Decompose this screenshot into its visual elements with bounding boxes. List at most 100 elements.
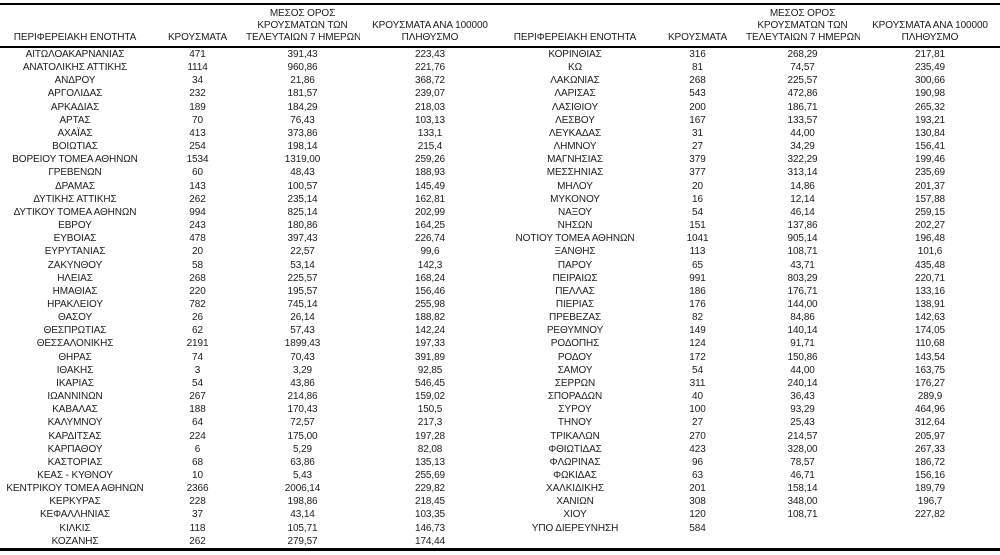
left-region-cell: ΘΕΣΣΑΛΟΝΙΚΗΣ — [36, 338, 114, 350]
left-cases-cell: 68 — [192, 456, 203, 468]
right-per100k-cell — [860, 522, 1000, 535]
right-per100k-cell: 201,37 — [915, 180, 945, 192]
left-per100k-cell: 229,82 — [415, 483, 445, 495]
header-line: ΚΡΟΥΣΜΑΤΩΝ ΤΩΝ — [757, 20, 848, 31]
right-avg7-cell: 133,57 — [787, 114, 818, 126]
right-region-cell: ΠΑΡΟΥ — [557, 259, 593, 271]
left-cases-cell: 20 — [192, 246, 203, 258]
right-region-cell: ΠΕΛΛΑΣ — [555, 285, 595, 297]
left-per100k-cell: 391,89 — [415, 351, 445, 363]
left-per100k-cell: 156,46 — [415, 285, 445, 297]
right-avg7-cell: 803,29 — [787, 272, 818, 284]
table-row: ΙΚΑΡΙΑΣ 54 43,86 546,45 ΣΕΡΡΩΝ 311 240,14 176,2… — [0, 377, 1000, 390]
right-per100k-cell: 176,27 — [915, 377, 945, 389]
right-per100k-cell: 199,46 — [915, 154, 945, 166]
right-region-cell: ΣΥΡΟΥ — [558, 404, 592, 416]
left-avg7-cell: 72,57 — [290, 417, 315, 429]
left-per100k-cell: 255,98 — [415, 298, 445, 310]
left-per100k-cell: 368,72 — [415, 75, 445, 87]
left-cases-cell: 220 — [189, 285, 206, 297]
left-avg7-cell: 214,86 — [287, 391, 318, 403]
right-cases-cell: 1041 — [686, 233, 709, 245]
right-cases-cell: 149 — [689, 325, 706, 337]
header-line: ΚΡΟΥΣΜΑΤΩΝ ΤΩΝ — [257, 20, 348, 31]
right-cases-cell: 167 — [689, 114, 706, 126]
table-row: ΕΥΒΟΙΑΣ 478 397,43 226,74 ΝΟΤΙΟΥ ΤΟΜΕΑ ΑΘΗΝΩ… — [0, 232, 1000, 245]
table-row: ΚΕΡΚΥΡΑΣ 228 198,86 218,45 ΧΑΝΙΩΝ 308 348,00 19… — [0, 495, 1000, 508]
left-region-cell: ΕΥΒΟΙΑΣ — [53, 233, 97, 245]
right-per100k-cell: 289,9 — [917, 391, 943, 403]
right-cases-cell: 200 — [689, 101, 706, 113]
right-per100k-cell: 227,82 — [915, 509, 945, 521]
left-region-cell: ΑΡΚΑΔΙΑΣ — [50, 101, 100, 113]
right-per100k-cell: 235,49 — [915, 62, 945, 74]
left-avg7-cell: 1319,00 — [284, 154, 321, 166]
left-avg7-cell: 225,57 — [287, 272, 318, 284]
left-avg7-header: ΜΕΣΟΣ ΟΡΟΣ ΚΡΟΥΣΜΑΤΩΝ ΤΩΝ ΤΕΛΕΥΤΑΙΩΝ 7 Η… — [245, 4, 360, 48]
table-row: ΔΥΤΙΚΗΣ ΑΤΤΙΚΗΣ 262 235,14 162,81 ΜΥΚΟΝΟΥ 16 1… — [0, 193, 1000, 206]
right-avg7-cell: 137,86 — [787, 220, 818, 232]
right-region-cell: ΧΑΝΙΩΝ — [556, 496, 594, 508]
right-avg7-cell: 25,43 — [790, 417, 815, 429]
left-cases-cell: 994 — [189, 206, 206, 218]
right-per100k-cell: 130,84 — [915, 127, 945, 139]
right-cases-cell: 20 — [692, 180, 703, 192]
left-avg7-cell: 825,14 — [287, 206, 318, 218]
left-cases-cell: 243 — [189, 220, 206, 232]
right-region-cell: ΡΟΔΟΠΗΣ — [550, 338, 600, 350]
left-per100k-header: ΚΡΟΥΣΜΑΤΑ ΑΝΑ 100000 ΠΛΗΘΥΣΜΟ — [360, 4, 500, 48]
left-region-cell: ΑΝΑΤΟΛΙΚΗΣ ΑΤΤΙΚΗΣ — [22, 62, 128, 74]
right-per100k-cell: 110,68 — [915, 338, 945, 350]
regional-cases-table: ΠΕΡΙΦΕΡΕΙΑΚΗ ΕΝΟΤΗΤΑ ΚΡΟΥΣΜΑΤΑ ΜΕΣΟΣ ΟΡΟ… — [0, 3, 1000, 551]
right-cases-cell: 16 — [692, 193, 703, 205]
right-avg7-cell: 348,00 — [787, 496, 818, 508]
right-region-cell — [500, 535, 650, 550]
right-region-cell: ΣΠΟΡΑΔΩΝ — [547, 391, 603, 403]
right-avg7-cell: 44,00 — [790, 127, 815, 139]
table-row: ΑΡΓΟΛΙΔΑΣ 232 181,57 239,07 ΛΑΡΙΣΑΣ 543 472,86… — [0, 87, 1000, 100]
right-region-cell: ΧΑΛΚΙΔΙΚΗΣ — [546, 483, 604, 495]
table-row: ΚΕΦΑΛΛΗΝΙΑΣ 37 43,14 103,35 ΧΙΟΥ 120 108,71 227… — [0, 508, 1000, 521]
left-region-cell: ΚΑΣΤΟΡΙΑΣ — [47, 456, 103, 468]
right-avg7-cell: 34,29 — [790, 141, 815, 153]
right-region-cell: ΜΗΛΟΥ — [557, 180, 593, 192]
table-row: ΚΟΖΑΝΗΣ 262 279,57 174,44 — [0, 535, 1000, 550]
left-cases-cell: 34 — [192, 75, 203, 87]
right-avg7-cell: 328,00 — [787, 443, 818, 455]
right-avg7-cell: 14,86 — [790, 180, 815, 192]
right-avg7-cell: 322,29 — [787, 154, 818, 166]
left-region-cell: ΖΑΚΥΝΘΟΥ — [47, 259, 103, 271]
header-line: ΜΕΣΟΣ ΟΡΟΣ — [269, 8, 336, 19]
left-avg7-cell: 745,14 — [287, 298, 318, 310]
left-cases-cell: 118 — [189, 522, 206, 534]
right-avg7-cell: 108,71 — [787, 246, 818, 258]
right-cases-cell: 201 — [689, 483, 706, 495]
left-cases-cell: 64 — [192, 417, 203, 429]
right-cases-cell: 423 — [689, 443, 706, 455]
table-row: ΗΡΑΚΛΕΙΟΥ 782 745,14 255,98 ΠΙΕΡΙΑΣ 176 144,00… — [0, 298, 1000, 311]
left-per100k-cell: 135,13 — [415, 456, 445, 468]
left-avg7-cell: 397,43 — [287, 233, 318, 245]
left-avg7-cell: 170,43 — [287, 404, 318, 416]
left-region-cell: ΚΑΛΥΜΝΟΥ — [47, 417, 103, 429]
right-per100k-cell: 156,41 — [915, 141, 945, 153]
table-row: ΕΒΡΟΥ 243 180,86 164,25 ΝΗΣΩΝ 151 137,86 202,27 — [0, 219, 1000, 232]
right-cases-cell: 27 — [692, 417, 703, 429]
right-cases-cell: 113 — [689, 246, 706, 258]
left-region-cell: ΗΡΑΚΛΕΙΟΥ — [47, 298, 103, 310]
right-region-cell: ΛΑΣΙΘΙΟΥ — [551, 101, 599, 113]
right-cases-cell — [650, 535, 745, 550]
right-per100k-cell: 186,72 — [915, 456, 945, 468]
left-avg7-cell: 5,43 — [292, 470, 313, 481]
table-row: ΘΗΡΑΣ 74 70,43 391,89 ΡΟΔΟΥ 172 150,86 143,54 — [0, 351, 1000, 364]
left-region-cell: ΚΑΡΠΑΘΟΥ — [47, 443, 103, 455]
left-per100k-cell: 218,45 — [415, 496, 445, 508]
right-region-header: ΠΕΡΙΦΕΡΕΙΑΚΗ ΕΝΟΤΗΤΑ — [500, 4, 650, 48]
table-row: ΑΡΤΑΣ 70 76,43 103,13 ΛΕΣΒΟΥ 167 133,57 193,21 — [0, 114, 1000, 127]
left-per100k-cell: 159,02 — [415, 391, 445, 403]
right-per100k-header: ΚΡΟΥΣΜΑΤΑ ΑΝΑ 100000 ΠΛΗΘΥΣΜΟ — [860, 4, 1000, 48]
right-avg7-cell: 74,57 — [790, 62, 815, 74]
left-avg7-cell: 180,86 — [287, 220, 318, 232]
right-per100k-cell: 265,32 — [915, 101, 945, 113]
